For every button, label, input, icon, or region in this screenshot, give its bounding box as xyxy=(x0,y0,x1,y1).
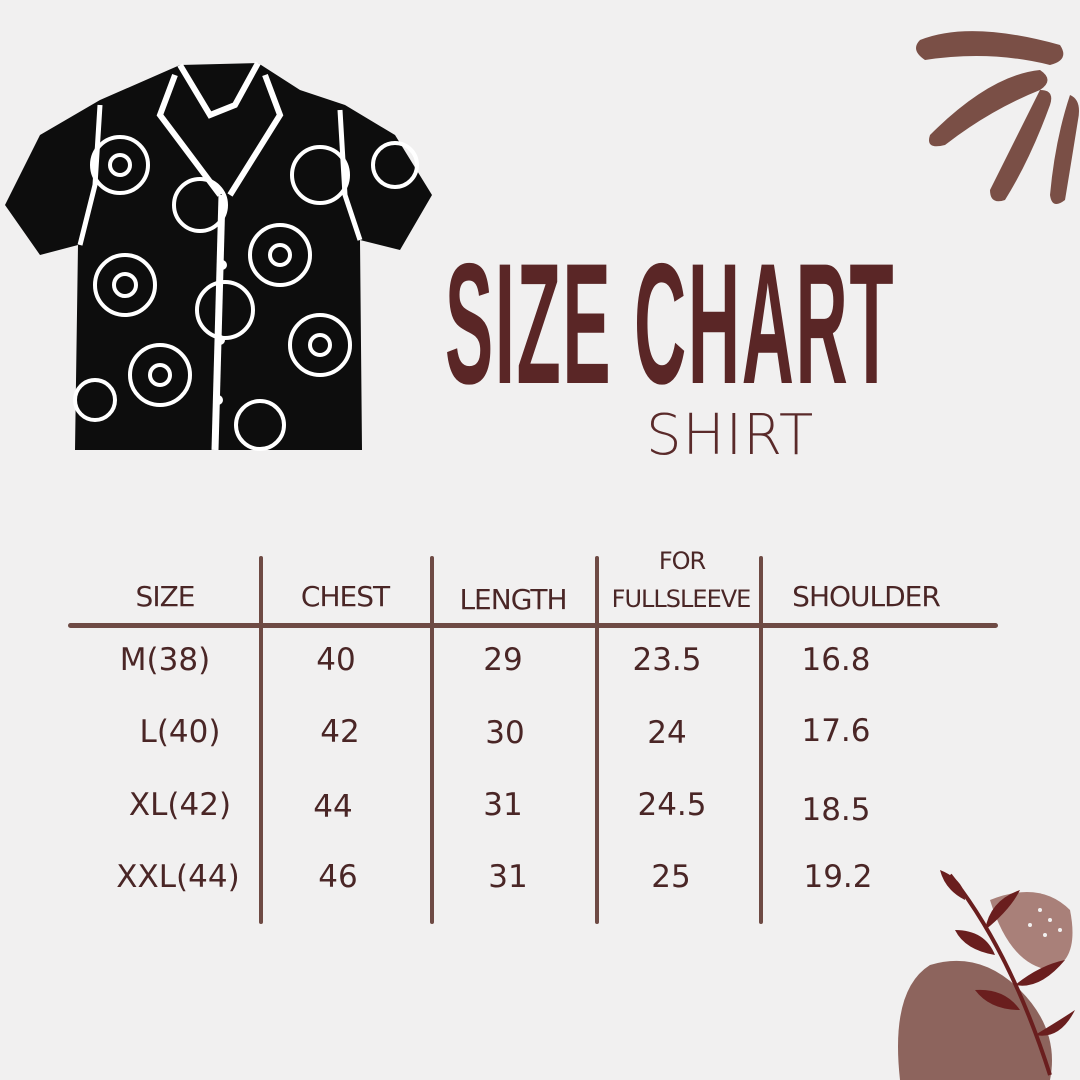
cell-length: 30 xyxy=(485,715,525,751)
cell-fullsleeve: 25 xyxy=(651,859,691,895)
header-size: SIZE xyxy=(135,580,196,613)
cell-size: XXL(44) xyxy=(116,859,240,895)
cell-size: XL(42) xyxy=(128,787,232,823)
cell-chest: 44 xyxy=(313,789,353,825)
column-divider xyxy=(259,556,263,924)
page-title: SIZE CHART xyxy=(445,228,896,420)
page-subtitle: SHIRT xyxy=(646,403,815,468)
header-shoulder: SHOULDER xyxy=(792,580,941,613)
header-divider xyxy=(68,623,998,628)
cell-fullsleeve: 24.5 xyxy=(637,787,707,823)
cell-fullsleeve: 23.5 xyxy=(632,642,702,678)
cell-length: 31 xyxy=(488,859,528,895)
cell-length: 31 xyxy=(483,787,523,823)
column-divider xyxy=(759,556,763,924)
column-divider xyxy=(430,556,434,924)
cell-size: L(40) xyxy=(139,714,221,750)
cell-fullsleeve: 24 xyxy=(647,715,687,751)
cell-length: 29 xyxy=(483,642,523,678)
cell-chest: 46 xyxy=(318,859,358,895)
header-fullsleeve-line1: FOR xyxy=(658,547,706,575)
cell-shoulder: 16.8 xyxy=(801,642,871,678)
header-length: LENGTH xyxy=(459,583,567,616)
header-fullsleeve-line2: FULLSLEEVE xyxy=(611,585,752,613)
cell-size: M(38) xyxy=(119,642,211,678)
cell-shoulder: 19.2 xyxy=(803,859,873,895)
shirt-illustration xyxy=(5,61,432,451)
cell-shoulder: 17.6 xyxy=(801,713,871,749)
header-chest: CHEST xyxy=(300,580,390,613)
column-divider xyxy=(595,556,599,924)
leaf-decor xyxy=(898,870,1075,1080)
brush-strokes-decor xyxy=(916,31,1079,204)
cell-shoulder: 18.5 xyxy=(801,792,871,828)
cell-chest: 42 xyxy=(320,714,360,750)
cell-chest: 40 xyxy=(316,642,356,678)
